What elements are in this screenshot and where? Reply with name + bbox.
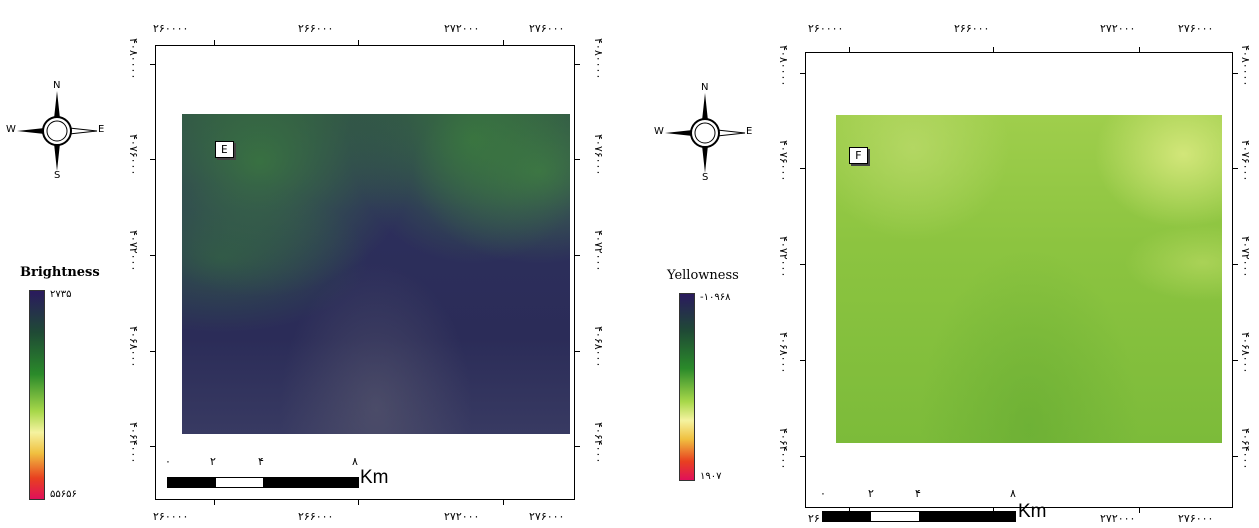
x-tick-top-4: ۲۷۶۰۰۰: [529, 22, 565, 35]
y-tick-left-2: ۴۰۷۶۰۰۰: [127, 134, 140, 176]
legend-max-value: ۲۷۳۵: [50, 289, 72, 300]
legend-min-value: ۵۵۶۵۶: [50, 489, 77, 500]
y-tick-right-3: ۴۰۷۲۰۰۰: [1239, 236, 1252, 278]
scale-number-2: ۲: [210, 455, 216, 468]
y-tick-left-5: ۴۰۶۴۰۰۰: [127, 422, 140, 464]
x-tick-bottom-1: ۲۶۰۰۰۰: [153, 510, 189, 523]
y-tick-right-1: ۴۰۸۰۰۰۰: [1239, 45, 1252, 87]
scale-number-8: ۸: [352, 455, 358, 468]
y-tick-left-3: ۴۰۷۲۰۰۰: [127, 230, 140, 272]
panel-label-e: E: [215, 141, 234, 158]
scale-number-0: ۰: [820, 487, 826, 500]
map-frame: F: [800, 47, 1238, 513]
y-tick-left-2: ۴۰۷۶۰۰۰: [777, 140, 790, 182]
y-tick-left-1: ۴۰۸۰۰۰۰: [777, 45, 790, 87]
y-tick-right-2: ۴۰۷۶۰۰۰: [1239, 140, 1252, 182]
x-tick-bottom-2: ۲۶۶۰۰۰: [298, 510, 334, 523]
legend-title: Yellowness: [667, 268, 739, 283]
scale-unit: Km: [1018, 501, 1047, 522]
compass-n-label: N: [701, 82, 709, 93]
x-tick-top-2: ۲۶۶۰۰۰: [954, 22, 990, 35]
y-tick-right-1: ۴۰۸۰۰۰۰: [592, 38, 605, 80]
compass-n-label: N: [53, 80, 61, 91]
north-arrow-icon: N S W E: [6, 80, 105, 181]
scale-bar: [167, 477, 359, 488]
compass-e-label: E: [98, 124, 105, 135]
compass-w-label: W: [6, 124, 16, 135]
brightness-raster-image: [182, 114, 570, 434]
scale-bar: [822, 511, 1016, 522]
y-tick-left-3: ۴۰۷۲۰۰۰: [777, 236, 790, 278]
y-tick-left-4: ۴۰۶۸۰۰۰: [127, 326, 140, 368]
x-tick-top-1: ۲۶۰۰۰۰: [808, 22, 844, 35]
x-tick-bottom-3: ۲۷۲۰۰۰: [1100, 512, 1136, 525]
scale-number-2: ۲: [868, 487, 874, 500]
x-tick-bottom-4: ۲۷۶۰۰۰: [529, 510, 565, 523]
y-tick-right-5: ۴۰۶۴۰۰۰: [1239, 428, 1252, 470]
y-tick-right-4: ۴۰۶۸۰۰۰: [1239, 332, 1252, 374]
legend-color-ramp: [679, 293, 695, 481]
compass-s-label: S: [702, 172, 709, 183]
scale-number-8: ۸: [1010, 487, 1016, 500]
compass-s-label: S: [54, 170, 61, 181]
y-tick-right-5: ۴۰۶۴۰۰۰: [592, 422, 605, 464]
y-tick-right-2: ۴۰۷۶۰۰۰: [592, 134, 605, 176]
map-panel-e: N S W E Brightness ۲۷۳۵ ۵۵۶۵۶ ۲۶۰۰۰۰ ۲۶۶…: [0, 0, 620, 528]
legend-max-value: -۱۰۹۶۸: [700, 292, 731, 303]
x-tick-top-4: ۲۷۶۰۰۰: [1178, 22, 1214, 35]
x-tick-bottom-4: ۲۷۶۰۰۰: [1178, 512, 1214, 525]
x-tick-top-3: ۲۷۲۰۰۰: [444, 22, 480, 35]
scale-number-4: ۴: [915, 487, 921, 500]
map-frame: E: [150, 40, 580, 505]
y-tick-right-4: ۴۰۶۸۰۰۰: [592, 326, 605, 368]
x-tick-top-1: ۲۶۰۰۰۰: [153, 22, 189, 35]
scale-number-0: ۰: [165, 455, 171, 468]
y-tick-right-3: ۴۰۷۲۰۰۰: [592, 230, 605, 272]
scale-unit: Km: [360, 467, 389, 488]
yellowness-raster-image: [836, 115, 1222, 443]
y-tick-left-1: ۴۰۸۰۰۰۰: [127, 38, 140, 80]
scale-number-4: ۴: [258, 455, 264, 468]
legend-min-value: ۱۹۰۷: [700, 471, 722, 482]
compass-e-label: E: [746, 126, 753, 137]
panel-label-f: F: [849, 147, 868, 164]
y-tick-left-4: ۴۰۶۸۰۰۰: [777, 332, 790, 374]
x-tick-top-2: ۲۶۶۰۰۰: [298, 22, 334, 35]
x-tick-bottom-3: ۲۷۲۰۰۰: [444, 510, 480, 523]
compass-w-label: W: [654, 126, 664, 137]
legend-title: Brightness: [20, 265, 100, 280]
north-arrow-icon: N S W E: [654, 82, 753, 183]
x-tick-top-3: ۲۷۲۰۰۰: [1100, 22, 1136, 35]
legend-color-ramp: [29, 290, 45, 500]
y-tick-left-5: ۴۰۶۴۰۰۰: [777, 428, 790, 470]
map-panel-f: N S W E Yellowness -۱۰۹۶۸ ۱۹۰۷ ۲۶۰۰۰۰ ۲۶…: [640, 0, 1259, 528]
